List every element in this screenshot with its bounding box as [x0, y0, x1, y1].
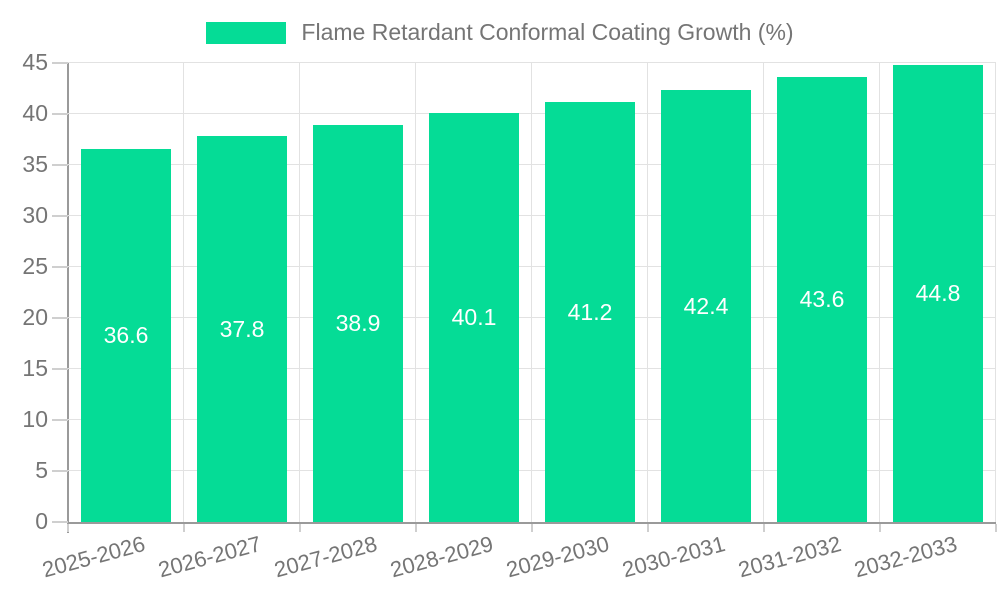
bar: 41.2 — [545, 102, 635, 522]
x-axis-category-label: 2032-2033 — [851, 531, 960, 583]
y-axis-tick-label: 25 — [22, 252, 48, 279]
x-axis-tick — [67, 524, 69, 532]
bar-value-label: 42.4 — [683, 292, 729, 319]
bar: 44.8 — [893, 65, 983, 522]
y-gridline — [68, 368, 996, 369]
y-axis-tick — [52, 317, 68, 319]
y-axis-tick — [52, 266, 68, 268]
bar-value-label: 37.8 — [219, 315, 265, 342]
bar: 40.1 — [429, 113, 519, 522]
x-axis-category-label: 2028-2029 — [387, 531, 496, 583]
y-gridline — [68, 215, 996, 216]
bar: 36.6 — [81, 149, 171, 522]
bar-value-label: 40.1 — [451, 304, 497, 330]
bar-value-label: 38.9 — [335, 310, 381, 336]
bar: 37.8 — [197, 136, 287, 522]
y-axis-tick — [52, 215, 68, 217]
y-gridline — [68, 113, 996, 114]
y-axis-tick — [52, 113, 68, 115]
y-axis-tick-label: 5 — [35, 456, 48, 483]
x-axis-tick — [647, 524, 649, 532]
x-axis-line — [67, 522, 996, 524]
x-axis-tick — [995, 524, 997, 532]
x-gridline — [879, 63, 880, 522]
x-gridline — [299, 63, 300, 522]
y-axis-line — [67, 63, 69, 533]
x-axis-tick — [531, 524, 533, 532]
x-axis-category-label: 2026-2027 — [155, 531, 264, 583]
y-axis-tick-label: 40 — [22, 99, 48, 126]
x-gridline — [763, 63, 764, 522]
y-gridline — [68, 164, 996, 165]
y-axis-tick — [52, 164, 68, 166]
y-axis-tick-label: 15 — [22, 354, 48, 381]
y-gridline — [68, 470, 996, 471]
y-gridline — [68, 317, 996, 318]
bar-value-label: 41.2 — [567, 298, 613, 325]
y-axis-tick-label: 35 — [22, 150, 48, 177]
y-axis-tick — [52, 521, 68, 523]
x-axis-category-label: 2029-2030 — [503, 531, 612, 583]
y-gridline — [68, 419, 996, 420]
x-axis-tick — [415, 524, 417, 532]
y-gridline — [68, 266, 996, 267]
plot-area: 36.6 37.8 38.9 40.1 41.2 42.4 43.6 44.8 — [68, 62, 996, 522]
y-axis-tick — [52, 62, 68, 64]
x-gridline — [647, 63, 648, 522]
x-axis-category-label: 2027-2028 — [271, 531, 380, 583]
y-axis-tick-label: 10 — [22, 405, 48, 432]
bar-value-label: 36.6 — [103, 322, 149, 348]
y-axis-tick-label: 30 — [22, 201, 48, 228]
bar: 38.9 — [313, 125, 403, 522]
x-axis-tick — [763, 524, 765, 532]
bar-value-label: 43.6 — [799, 286, 845, 312]
y-axis-tick — [52, 470, 68, 472]
legend: Flame Retardant Conformal Coating Growth… — [0, 19, 1000, 46]
legend-label: Flame Retardant Conformal Coating Growth… — [301, 19, 794, 45]
x-axis-tick — [879, 524, 881, 532]
bar-value-label: 44.8 — [915, 280, 961, 306]
x-gridline — [415, 63, 416, 522]
bar: 43.6 — [777, 77, 867, 522]
x-axis-tick — [299, 524, 301, 532]
y-axis-tick — [52, 419, 68, 421]
legend-swatch-icon — [206, 21, 287, 44]
x-axis-tick — [183, 524, 185, 532]
y-gridline — [68, 62, 996, 63]
x-axis-category-label: 2025-2026 — [39, 531, 148, 583]
y-axis-tick — [52, 368, 68, 370]
y-axis-tick-label: 45 — [22, 48, 48, 75]
x-gridline — [183, 63, 184, 522]
y-axis-tick-label: 0 — [35, 507, 48, 534]
bar: 42.4 — [661, 90, 751, 522]
x-axis-category-label: 2031-2032 — [735, 531, 844, 583]
x-gridline — [531, 63, 532, 522]
x-gridline — [995, 63, 996, 522]
y-axis-tick-label: 20 — [22, 303, 48, 330]
x-axis-category-label: 2030-2031 — [619, 531, 728, 583]
